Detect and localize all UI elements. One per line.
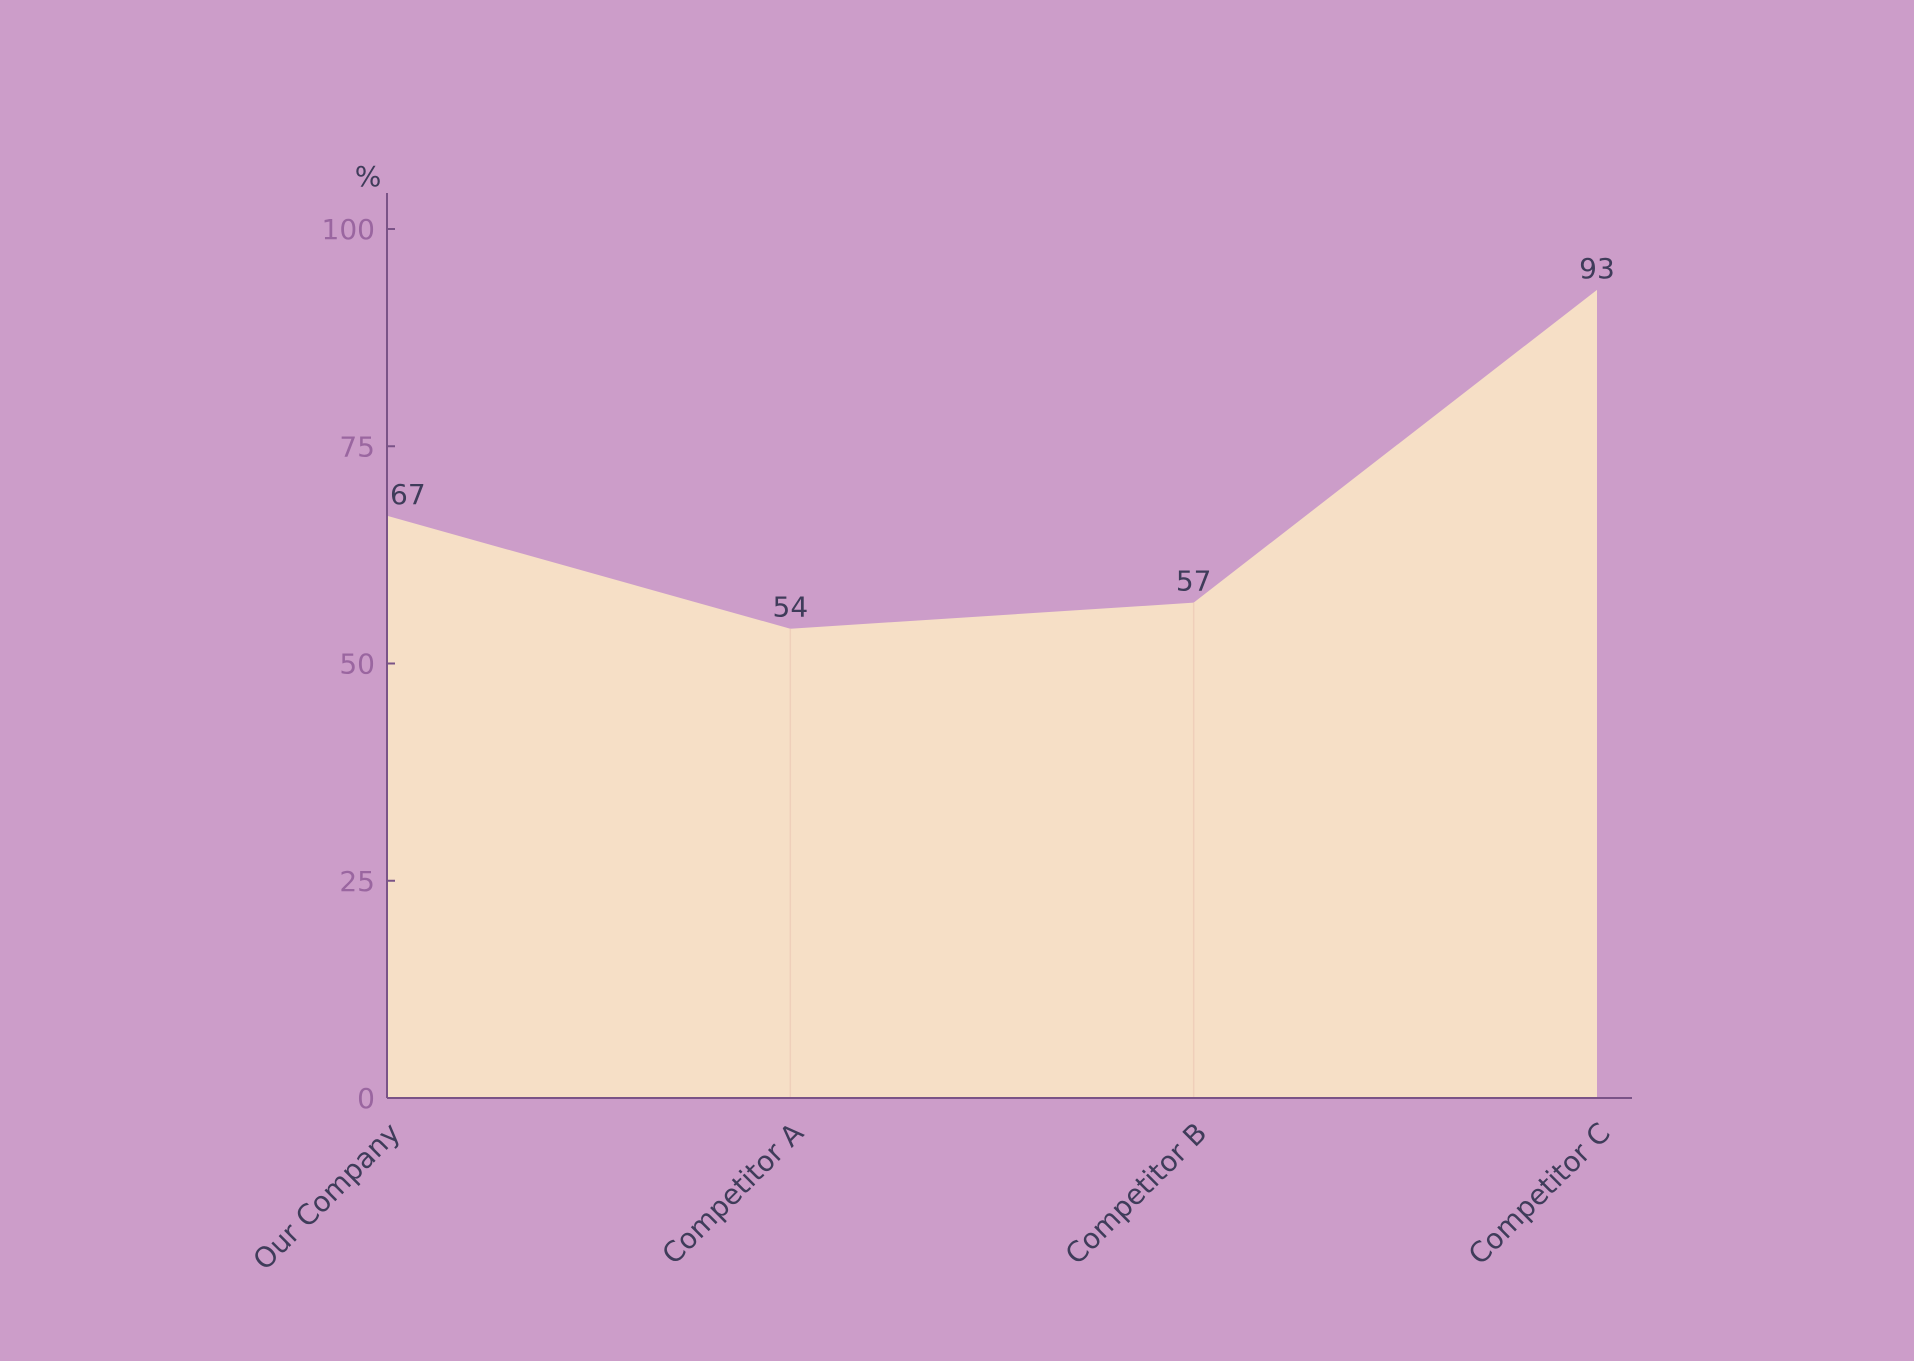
area-layer <box>387 289 1597 1099</box>
x-category-label: Competitor C <box>1462 1116 1617 1271</box>
data-label: 93 <box>1579 252 1615 285</box>
y-tick-label: 75 <box>339 430 375 463</box>
y-tick-label: 100 <box>322 213 375 246</box>
area-series-fill <box>387 289 1597 1099</box>
y-tick-label: 50 <box>339 648 375 681</box>
x-category-label: Our Company <box>247 1116 407 1276</box>
y-tick-label: 0 <box>357 1082 375 1115</box>
y-tick-label: 25 <box>339 865 375 898</box>
data-label: 67 <box>390 478 426 511</box>
data-label: 57 <box>1176 565 1212 598</box>
x-category-label: Competitor B <box>1059 1116 1213 1270</box>
data-label: 54 <box>773 591 809 624</box>
axes: 0 25 50 75 100 <box>322 193 1632 1115</box>
y-axis-unit-label: % <box>355 160 382 193</box>
x-category-label: Competitor A <box>656 1116 810 1270</box>
